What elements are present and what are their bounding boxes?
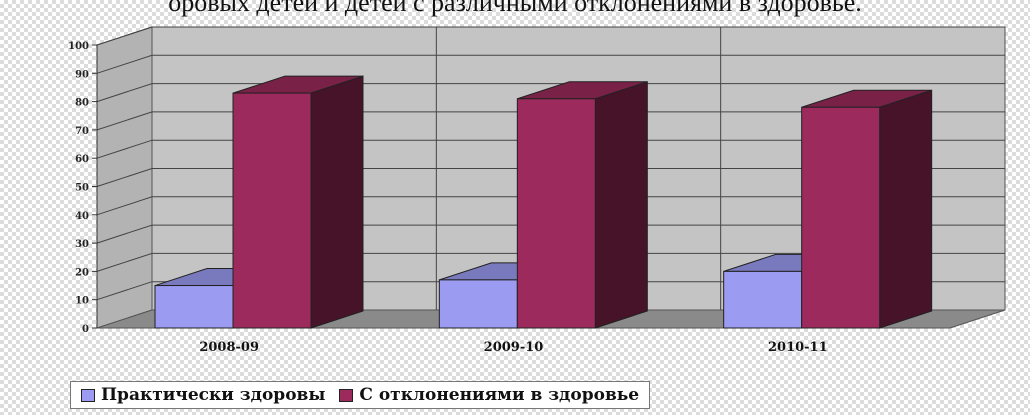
legend-item-deviations: С отклонениями в здоровье (339, 385, 639, 405)
y-tick-label: 60 (75, 154, 89, 165)
y-tick-label: 100 (68, 41, 89, 52)
bar-chart: 0 10 20 30 40 50 60 70 80 90 100 2008-09 2009-10 201… (68, 26, 1006, 355)
y-tick-label: 10 (75, 296, 89, 307)
bar-deviations-2009-10 (516, 81, 648, 329)
chart-grid (96, 26, 1005, 310)
legend: Практически здоровы С отклонениями в здо… (70, 381, 651, 409)
legend-item-healthy: Практически здоровы (81, 385, 325, 405)
bar-deviations-2008-09 (232, 75, 364, 329)
chart-caption: оровых детей и детей с различными отклон… (168, 0, 862, 17)
legend-swatch-deviations (339, 388, 354, 402)
y-tick-label: 20 (75, 267, 89, 278)
x-label-2009-10: 2009-10 (484, 340, 544, 355)
legend-label-deviations: С отклонениями в здоровье (359, 385, 640, 405)
x-label-2008-09: 2008-09 (199, 340, 259, 355)
legend-swatch-healthy (81, 388, 95, 402)
y-tick-label: 90 (75, 69, 89, 80)
chart-bars (154, 75, 933, 329)
y-tick-label: 0 (82, 324, 89, 335)
y-tick-label: 70 (75, 126, 89, 137)
y-axis-ticks: 0 10 20 30 40 50 60 70 80 90 100 (68, 41, 98, 335)
y-tick-label: 50 (75, 183, 89, 194)
legend-label-healthy: Практически здоровы (101, 385, 326, 405)
x-label-2010-11: 2010-11 (768, 340, 828, 355)
bar-deviations-2010-11 (801, 89, 933, 329)
y-tick-label: 40 (75, 211, 89, 222)
y-tick-label: 30 (75, 239, 89, 250)
y-tick-label: 80 (75, 98, 89, 109)
x-axis-categories: 2008-09 2009-10 2010-11 (199, 340, 827, 355)
